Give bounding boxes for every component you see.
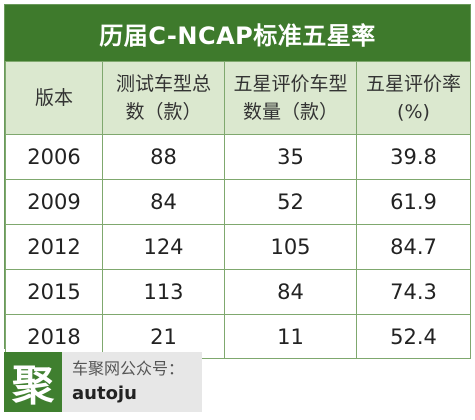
table-row: 2015 113 84 74.3	[5, 269, 471, 315]
header-total-models: 测试车型总 数（款）	[102, 61, 225, 135]
cell-five-star: 11	[224, 314, 357, 359]
watermark-footer: 聚 车聚网公众号： autoju	[4, 352, 202, 412]
cell-total: 113	[102, 269, 225, 315]
ncap-table: 版本 测试车型总 数（款） 五星评价车型 数量（款） 五星评价率 (%) 200…	[5, 61, 471, 359]
cell-five-star: 52	[224, 179, 357, 225]
cell-five-star: 84	[224, 269, 357, 315]
brand-logo: 聚	[4, 352, 62, 412]
table-row: 2006 88 35 39.8	[5, 134, 471, 180]
account-info: 车聚网公众号： autoju	[62, 352, 202, 412]
cell-rate: 39.8	[356, 134, 471, 180]
table-row: 2009 84 52 61.9	[5, 179, 471, 225]
table-row: 2018 21 11 52.4	[5, 314, 471, 359]
cell-version: 2018	[5, 314, 103, 359]
cell-five-star: 105	[224, 224, 357, 270]
cell-rate: 52.4	[356, 314, 471, 359]
cell-rate: 84.7	[356, 224, 471, 270]
account-label: 车聚网公众号：	[72, 359, 185, 378]
cell-version: 2012	[5, 224, 103, 270]
header-version: 版本	[5, 61, 103, 135]
account-id: autoju	[72, 383, 137, 404]
cell-version: 2015	[5, 269, 103, 315]
cell-version: 2006	[5, 134, 103, 180]
header-five-star-rate: 五星评价率 (%)	[356, 61, 471, 135]
cell-version: 2009	[5, 179, 103, 225]
table-row: 2012 124 105 84.7	[5, 224, 471, 270]
cell-rate: 61.9	[356, 179, 471, 225]
cell-total: 124	[102, 224, 225, 270]
table-title: 历届C-NCAP标准五星率	[5, 5, 470, 61]
table-card: 历届C-NCAP标准五星率 版本 测试车型总 数（款） 五星评价车型 数量（款）…	[4, 4, 471, 359]
cell-five-star: 35	[224, 134, 357, 180]
brand-logo-char: 聚	[11, 360, 54, 410]
header-five-star-count: 五星评价车型 数量（款）	[224, 61, 357, 135]
cell-total: 88	[102, 134, 225, 180]
header-row: 版本 测试车型总 数（款） 五星评价车型 数量（款） 五星评价率 (%)	[5, 61, 471, 135]
cell-rate: 74.3	[356, 269, 471, 315]
cell-total: 84	[102, 179, 225, 225]
